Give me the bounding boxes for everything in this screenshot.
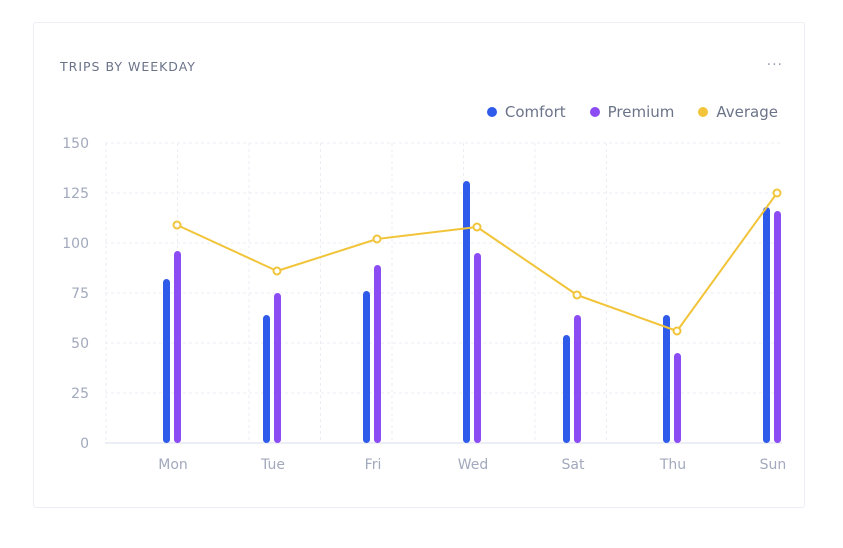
x-tick-label: Fri xyxy=(365,457,382,473)
chart-bars xyxy=(163,181,781,443)
x-tick-label: Mon xyxy=(158,457,188,473)
legend-item-premium[interactable]: Premium xyxy=(589,103,675,121)
average-point xyxy=(572,290,582,300)
average-point xyxy=(372,234,382,244)
legend-label-comfort: Comfort xyxy=(504,103,566,121)
bar-premium xyxy=(374,265,381,443)
bar-comfort xyxy=(363,291,370,443)
legend-dot-average xyxy=(698,107,709,117)
chart-grid xyxy=(105,142,782,444)
legend-label-premium: Premium xyxy=(607,103,675,121)
bar-comfort xyxy=(463,181,470,443)
average-point xyxy=(772,188,782,198)
y-axis: 0 25 50 75 100 125 150 xyxy=(62,136,89,452)
card-title: TRIPS BY WEEKDAY xyxy=(60,59,196,74)
legend-item-comfort[interactable]: Comfort xyxy=(486,103,566,121)
chart-card: TRIPS BY WEEKDAY ··· Comfort Premium Ave… xyxy=(33,22,805,508)
bar-comfort xyxy=(563,335,570,443)
y-tick-label: 125 xyxy=(62,186,89,202)
bar-premium xyxy=(674,353,681,443)
legend-dot-comfort xyxy=(486,107,497,117)
y-tick-label: 75 xyxy=(71,286,89,302)
bar-comfort xyxy=(163,279,170,443)
y-tick-label: 25 xyxy=(71,386,89,402)
legend-dot-premium xyxy=(589,107,600,117)
average-point xyxy=(172,220,182,230)
bar-premium xyxy=(174,251,181,443)
average-point xyxy=(272,266,282,276)
x-tick-label: Wed xyxy=(458,457,489,473)
average-line xyxy=(172,188,782,336)
bar-comfort xyxy=(663,315,670,443)
y-tick-label: 150 xyxy=(62,136,89,152)
x-tick-label: Thu xyxy=(659,457,686,473)
bar-comfort xyxy=(263,315,270,443)
legend-label-average: Average xyxy=(716,103,778,121)
bar-premium xyxy=(274,293,281,443)
bar-premium xyxy=(474,253,481,443)
x-axis: Mon Tue Fri Wed Sat Thu Sun xyxy=(158,457,786,473)
chart-legend: Comfort Premium Average xyxy=(486,103,778,121)
average-point xyxy=(472,222,482,232)
x-tick-label: Sun xyxy=(760,457,787,473)
bar-comfort xyxy=(763,207,770,443)
x-tick-label: Sat xyxy=(562,457,585,473)
y-tick-label: 0 xyxy=(80,436,89,452)
bar-premium xyxy=(774,211,781,443)
average-point xyxy=(672,326,682,336)
y-tick-label: 50 xyxy=(71,336,89,352)
y-tick-label: 100 xyxy=(62,236,89,252)
legend-item-average[interactable]: Average xyxy=(698,103,778,121)
more-options-icon[interactable]: ··· xyxy=(766,57,783,73)
bar-premium xyxy=(574,315,581,443)
x-tick-label: Tue xyxy=(260,457,285,473)
